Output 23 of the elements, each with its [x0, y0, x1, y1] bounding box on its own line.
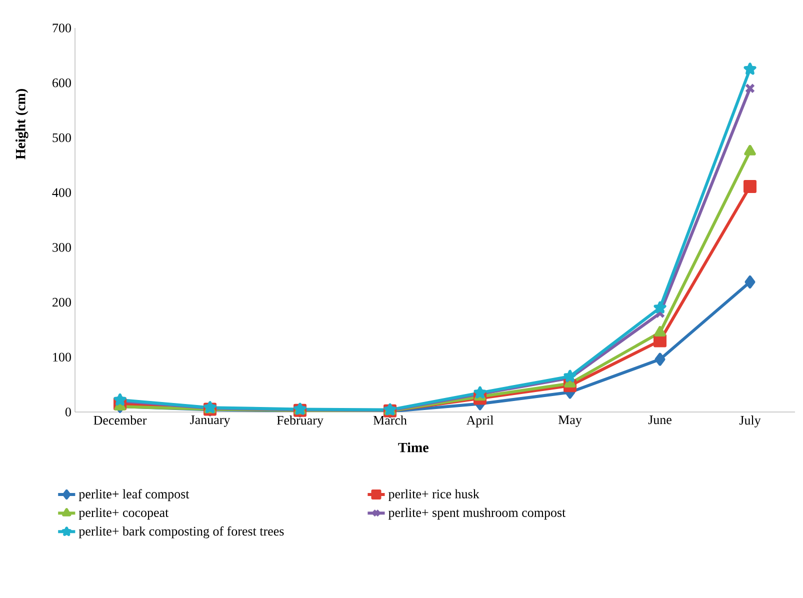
y-tick-label: 0: [65, 408, 71, 416]
x-tick-label: June: [648, 416, 672, 424]
x-tick-label: February: [276, 416, 324, 428]
y-tick-label: 300: [52, 243, 71, 252]
x-tick-label: March: [373, 416, 407, 425]
legend-label: perlite+ bark composting of forest trees: [78, 526, 284, 538]
x-tick-label: December: [94, 416, 147, 425]
x-tick-label: May: [558, 416, 582, 427]
legend-label: perlite+ rice husk: [388, 489, 480, 502]
legend-label: perlite+ cocopeat: [78, 508, 169, 520]
y-tick-label: 500: [52, 133, 71, 142]
y-axis-title: Height (cm): [15, 89, 28, 160]
x-axis-title: Time: [398, 442, 428, 452]
x-tick-label: July: [739, 416, 761, 428]
y-tick-label: 100: [53, 352, 71, 362]
legend-label: perlite+ leaf compost: [78, 489, 190, 502]
x-tick-label: January: [190, 416, 230, 427]
y-tick-label: 600: [52, 78, 71, 88]
legend-label: perlite+ spent mushroom compost: [388, 508, 566, 520]
y-tick-label: 700: [52, 24, 71, 32]
y-tick-label: 200: [52, 298, 71, 307]
x-tick-label: April: [466, 416, 494, 428]
y-tick-label: 400: [52, 188, 71, 197]
